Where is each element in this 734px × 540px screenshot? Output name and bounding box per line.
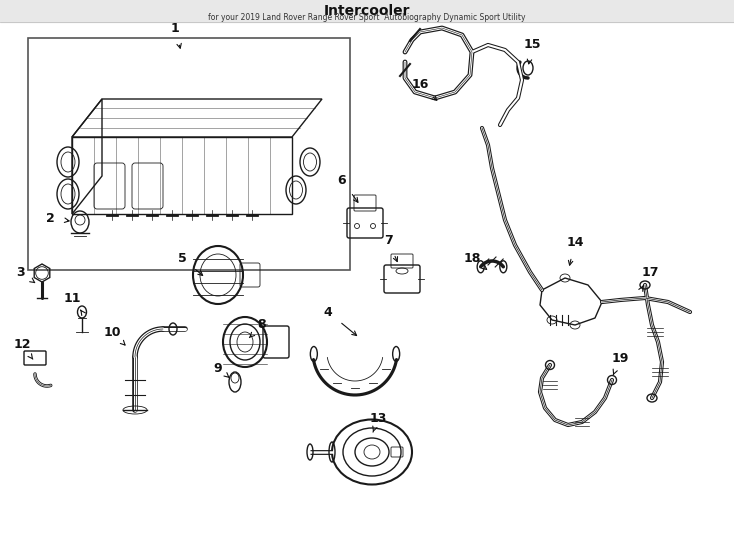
Text: 3: 3: [15, 266, 24, 279]
Text: 8: 8: [258, 319, 266, 332]
Text: 1: 1: [170, 22, 179, 35]
Text: 16: 16: [411, 78, 429, 91]
Text: 14: 14: [566, 235, 584, 248]
Text: 5: 5: [178, 252, 186, 265]
Text: 11: 11: [63, 292, 81, 305]
Bar: [28, 38, 350, 270]
Text: 19: 19: [611, 352, 629, 365]
Text: 17: 17: [642, 266, 658, 279]
Text: 6: 6: [338, 173, 346, 186]
Text: Intercooler: Intercooler: [324, 4, 410, 18]
Text: 7: 7: [384, 233, 393, 246]
Bar: [0, 0, 734, 22]
Text: 9: 9: [214, 361, 222, 375]
Text: 4: 4: [324, 306, 333, 319]
Text: 10: 10: [103, 326, 121, 339]
Text: 18: 18: [463, 252, 481, 265]
Text: for your 2019 Land Rover Range Rover Sport  Autobiography Dynamic Sport Utility: for your 2019 Land Rover Range Rover Spo…: [208, 14, 526, 23]
Text: 15: 15: [523, 38, 541, 51]
Text: 2: 2: [46, 212, 54, 225]
Text: 13: 13: [369, 411, 387, 424]
Text: 12: 12: [13, 339, 31, 352]
